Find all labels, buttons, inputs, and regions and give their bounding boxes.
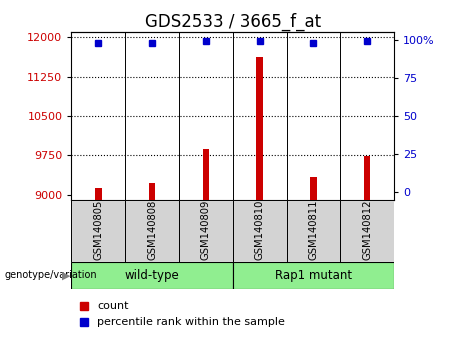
Bar <box>203 149 209 200</box>
Text: GSM140805: GSM140805 <box>93 200 103 260</box>
Text: percentile rank within the sample: percentile rank within the sample <box>97 317 285 327</box>
Text: count: count <box>97 301 129 310</box>
Bar <box>125 200 179 262</box>
Text: GSM140810: GSM140810 <box>254 200 265 260</box>
Bar <box>179 200 233 262</box>
Text: genotype/variation: genotype/variation <box>5 270 97 280</box>
Text: GSM140812: GSM140812 <box>362 200 372 260</box>
Bar <box>256 57 263 200</box>
Text: GSM140809: GSM140809 <box>201 200 211 260</box>
Text: ▶: ▶ <box>62 270 71 280</box>
Bar <box>71 200 125 262</box>
Bar <box>95 188 101 200</box>
Bar <box>310 177 317 200</box>
Bar <box>71 262 233 289</box>
Text: GSM140808: GSM140808 <box>147 200 157 260</box>
Text: Rap1 mutant: Rap1 mutant <box>275 269 352 282</box>
Bar <box>364 156 371 200</box>
Bar <box>287 200 340 262</box>
Bar <box>149 183 155 200</box>
Title: GDS2533 / 3665_f_at: GDS2533 / 3665_f_at <box>145 12 321 30</box>
Text: wild-type: wild-type <box>125 269 179 282</box>
Bar <box>233 200 287 262</box>
Text: GSM140811: GSM140811 <box>308 200 319 260</box>
Bar <box>233 262 394 289</box>
Bar <box>340 200 394 262</box>
